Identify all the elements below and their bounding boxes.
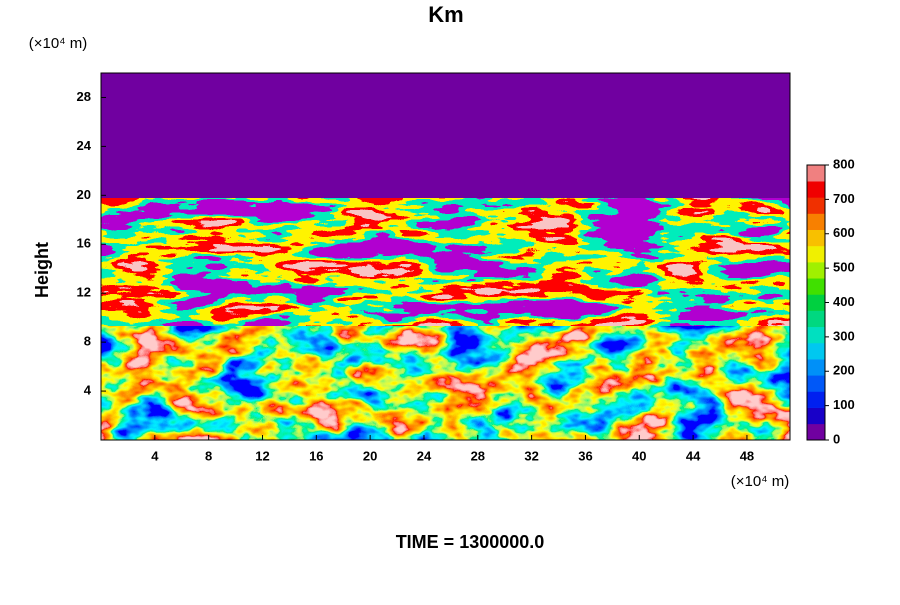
y-unit-label: (×10⁴ m): [29, 35, 88, 52]
colorbar-swatch: [807, 375, 825, 392]
colorbar-swatch: [807, 197, 825, 214]
x-tick-label: 44: [686, 448, 701, 463]
colorbar-swatch: [807, 181, 825, 198]
colorbar-tick-label: 500: [833, 260, 855, 275]
colorbar-swatch: [807, 229, 825, 247]
colorbar-swatch: [807, 326, 825, 344]
colorbar-swatch: [807, 342, 825, 360]
colorbar-tick-label: 700: [833, 191, 855, 206]
y-tick-label: 4: [84, 383, 92, 398]
y-axis-label: Height: [32, 242, 52, 298]
colorbar-tick-label: 200: [833, 363, 855, 378]
colorbar-swatch: [807, 278, 825, 295]
x-tick-label: 40: [632, 448, 646, 463]
x-tick-label: 32: [524, 448, 538, 463]
chart-title: Km: [428, 2, 463, 27]
colorbar-swatch: [807, 310, 825, 328]
colorbar-swatch: [807, 294, 825, 311]
x-tick-label: 16: [309, 448, 323, 463]
colorbar-tick-label: 800: [833, 156, 855, 171]
colorbar-tick-label: 400: [833, 294, 855, 309]
y-tick-label: 24: [77, 138, 92, 153]
x-tick-label: 20: [363, 448, 377, 463]
x-tick-label: 24: [417, 448, 432, 463]
colorbar-tick-label: 600: [833, 225, 855, 240]
x-tick-label: 28: [471, 448, 485, 463]
y-tick-label: 16: [77, 236, 91, 251]
x-tick-label: 12: [255, 448, 269, 463]
colorbar-swatch: [807, 213, 825, 231]
colorbar-tick-label: 0: [833, 431, 840, 446]
colorbar-swatch: [807, 262, 825, 279]
colorbar-tick-label: 300: [833, 328, 855, 343]
field-upper-band: [101, 198, 790, 326]
x-tick-label: 36: [578, 448, 592, 463]
field: [101, 73, 790, 440]
colorbar-tick-label: 100: [833, 397, 855, 412]
x-tick-label: 4: [151, 448, 159, 463]
colorbar-swatch: [807, 423, 825, 441]
y-tick-label: 12: [77, 285, 91, 300]
y-tick-label: 20: [77, 187, 91, 202]
x-unit-label: (×10⁴ m): [731, 473, 790, 490]
field-lower-band: [101, 326, 790, 440]
x-tick-label: 8: [205, 448, 212, 463]
colorbar-swatch: [807, 391, 825, 408]
colorbar-swatch: [807, 245, 825, 263]
y-tick-label: 28: [77, 89, 91, 104]
colorbar-swatch: [807, 165, 825, 182]
colorbar-swatch: [807, 359, 825, 376]
colorbar-swatch: [807, 407, 825, 425]
y-tick-label: 8: [84, 334, 91, 349]
x-tick-label: 48: [740, 448, 754, 463]
plot-frame: [100, 72, 791, 441]
caption: TIME = 1300000.0: [396, 532, 545, 552]
